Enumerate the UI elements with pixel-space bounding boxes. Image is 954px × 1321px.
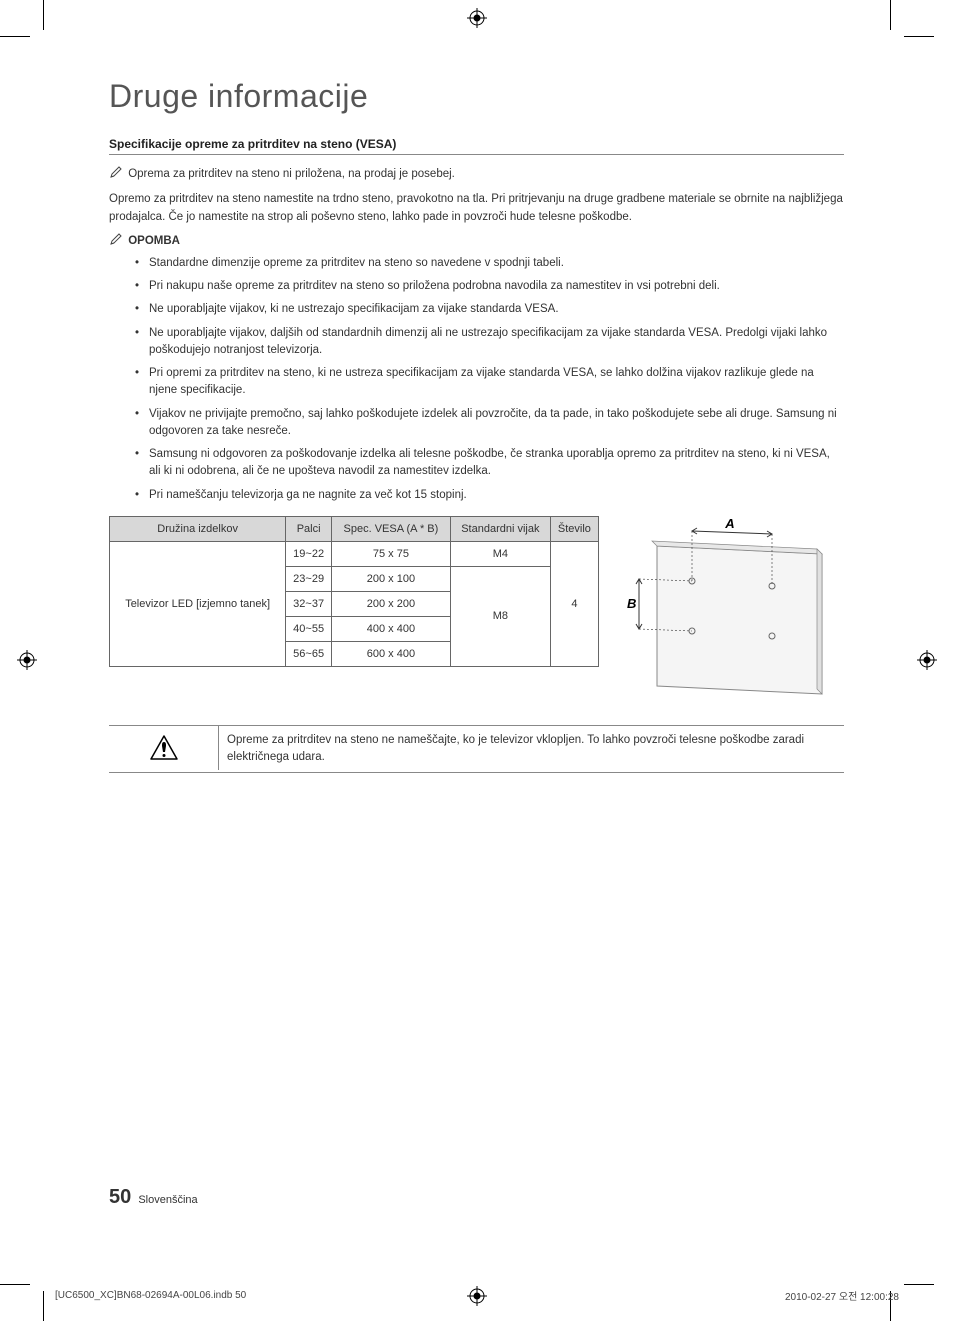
warning-icon xyxy=(149,734,179,762)
crop-mark xyxy=(904,1284,934,1285)
note-line: Oprema za pritrditev na steno ni prilože… xyxy=(109,165,844,185)
bullet-item: Standardne dimenzije opreme za pritrdite… xyxy=(149,255,844,272)
cell-palci: 23~29 xyxy=(286,566,332,591)
cell-palci: 40~55 xyxy=(286,616,332,641)
chapter-title: Druge informacije xyxy=(109,78,844,115)
cell-palci: 32~37 xyxy=(286,591,332,616)
cell-palci: 19~22 xyxy=(286,541,332,566)
opomba-text: OPOMBA xyxy=(128,235,180,247)
section-heading: Specifikacije opreme za pritrditev na st… xyxy=(109,137,844,155)
th-screw: Standardni vijak xyxy=(450,516,550,541)
warning-box: Opreme za pritrditev na steno ne namešča… xyxy=(109,725,844,774)
vesa-diagram: A B xyxy=(617,516,832,711)
crop-mark xyxy=(890,0,891,30)
cell-screw: M4 xyxy=(450,541,550,566)
cell-vesa: 200 x 100 xyxy=(331,566,450,591)
cell-screw: M8 xyxy=(450,566,550,666)
doc-timestamp: 2010-02-27 오전 12:00:28 xyxy=(785,1288,899,1303)
bullet-list: Standardne dimenzije opreme za pritrdite… xyxy=(109,255,844,504)
cell-vesa: 75 x 75 xyxy=(331,541,450,566)
crop-mark xyxy=(0,36,30,37)
registration-mark-icon xyxy=(467,8,487,28)
crop-mark xyxy=(904,36,934,37)
diagram-label-a: A xyxy=(724,516,734,531)
opomba-label: OPOMBA xyxy=(109,232,844,249)
cell-palci: 56~65 xyxy=(286,641,332,666)
cell-vesa: 200 x 200 xyxy=(331,591,450,616)
warning-icon-cell xyxy=(109,726,219,770)
page-number: 50 xyxy=(109,1186,131,1208)
warning-text: Opreme za pritrditev na steno ne namešča… xyxy=(219,726,844,773)
registration-mark-icon xyxy=(17,650,37,670)
bullet-item: Samsung ni odgovoren za poškodovanje izd… xyxy=(149,446,844,481)
table-header-row: Družina izdelkov Palci Spec. VESA (A * B… xyxy=(110,516,599,541)
doc-info-bar: [UC6500_XC]BN68-02694A-00L06.indb 50 201… xyxy=(55,1288,899,1303)
crop-mark xyxy=(0,1284,30,1285)
bullet-item: Ne uporabljajte vijakov, ki ne ustrezajo… xyxy=(149,301,844,318)
spec-table: Družina izdelkov Palci Spec. VESA (A * B… xyxy=(109,516,599,667)
bullet-item: Pri opremi za pritrditev na steno, ki ne… xyxy=(149,365,844,400)
pencil-icon xyxy=(109,165,123,185)
cell-family: Televizor LED [izjemno tanek] xyxy=(110,541,286,666)
footer-language: Slovenščina xyxy=(138,1194,197,1206)
crop-mark xyxy=(43,1291,44,1321)
th-family: Družina izdelkov xyxy=(110,516,286,541)
th-count: Število xyxy=(550,516,598,541)
bullet-item: Pri nameščanju televizorja ga ne nagnite… xyxy=(149,487,844,504)
th-vesa: Spec. VESA (A * B) xyxy=(331,516,450,541)
th-palci: Palci xyxy=(286,516,332,541)
cell-vesa: 400 x 400 xyxy=(331,616,450,641)
registration-mark-icon xyxy=(917,650,937,670)
note-text: Oprema za pritrditev na steno ni prilože… xyxy=(128,168,455,180)
doc-file: [UC6500_XC]BN68-02694A-00L06.indb 50 xyxy=(55,1290,246,1301)
bullet-item: Vijakov ne privijajte premočno, saj lahk… xyxy=(149,406,844,441)
diagram-label-b: B xyxy=(627,596,636,611)
bullet-item: Pri nakupu naše opreme za pritrditev na … xyxy=(149,278,844,295)
crop-mark xyxy=(43,0,44,30)
table-diagram-row: Družina izdelkov Palci Spec. VESA (A * B… xyxy=(109,516,844,711)
intro-paragraph: Opremo za pritrditev na steno namestite … xyxy=(109,191,844,226)
pencil-icon xyxy=(109,232,123,249)
page-footer: 50 Slovenščina xyxy=(109,1186,198,1209)
bullet-item: Ne uporabljajte vijakov, daljših od stan… xyxy=(149,325,844,360)
table-row: Televizor LED [izjemno tanek] 19~22 75 x… xyxy=(110,541,599,566)
cell-count: 4 xyxy=(550,541,598,666)
page-content: Druge informacije Specifikacije opreme z… xyxy=(109,78,844,773)
cell-vesa: 600 x 400 xyxy=(331,641,450,666)
